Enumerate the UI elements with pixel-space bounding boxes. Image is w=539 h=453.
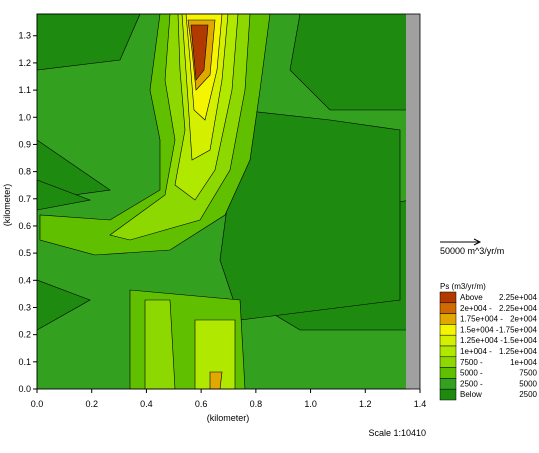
x-tick-label: 0.6 — [195, 399, 208, 409]
legend-to: 2e+004 — [510, 315, 537, 324]
y-tick-label: 1.1 — [18, 85, 31, 95]
y-axis-label: (kilometer) — [2, 184, 12, 227]
y-tick-label: 0.7 — [18, 194, 31, 204]
legend-from: 1.75e+004 - — [460, 315, 503, 324]
legend-swatch — [439, 302, 457, 314]
x-tick-label: 1.4 — [414, 399, 427, 409]
legend-from: 1e+004 - — [460, 347, 492, 356]
legend-to: 1.5e+004 — [503, 336, 537, 345]
legend-swatch — [439, 378, 457, 390]
legend-from: 2e+004 - — [460, 304, 492, 313]
legend-to: 5000 — [519, 379, 537, 388]
y-tick-label: 0.8 — [18, 167, 31, 177]
y-tick-label: 0.0 — [18, 384, 31, 394]
legend-title: Ps (m3/yr/m) — [440, 282, 486, 291]
legend: Above 2.25e+004 2e+004 - 2.25e+004 1.75e+004… — [439, 291, 538, 401]
legend-from: Below — [460, 390, 482, 399]
legend-to: 2.25e+004 — [499, 293, 538, 302]
y-tick-label: 1.0 — [18, 112, 31, 122]
y-tick-label: 0.6 — [18, 221, 31, 231]
legend-swatch — [439, 345, 457, 358]
vector-scale-arrowhead — [473, 238, 482, 246]
legend-swatch — [439, 313, 457, 325]
x-tick-label: 1.0 — [304, 399, 317, 409]
legend-swatch — [439, 367, 457, 379]
legend-from: 1.25e+004 - — [460, 336, 503, 345]
legend-from: 7500 - — [460, 358, 483, 367]
x-tick-label: 0.2 — [85, 399, 98, 409]
y-tick-label: 0.4 — [18, 275, 31, 285]
scale-label: Scale 1:10410 — [368, 428, 426, 438]
legend-from: 1.5e+004 - — [460, 325, 499, 334]
vector-scale-label: 50000 m^3/yr/m — [440, 246, 504, 256]
x-tick-label: 0.8 — [250, 399, 263, 409]
y-tick-label: 0.1 — [18, 357, 31, 367]
legend-from: 2500 - — [460, 379, 483, 388]
y-tick-label: 0.2 — [18, 330, 31, 340]
legend-swatch — [439, 324, 457, 336]
legend-to: 1.25e+004 — [499, 347, 538, 356]
legend-swatch — [439, 388, 457, 401]
y-tick-label: 0.3 — [18, 302, 31, 312]
legend-to: 2.25e+004 — [499, 304, 538, 313]
x-tick-label: 1.2 — [359, 399, 372, 409]
axes: 0.0 0.2 0.4 0.6 0.8 1.0 1.2 1.4 0.0 0.1 0.2 0.3 0.4 0… — [18, 31, 426, 409]
y-tick-label: 0.5 — [18, 248, 31, 258]
x-axis-label: (kilometer) — [207, 413, 250, 423]
legend-from: 5000 - — [460, 369, 483, 378]
legend-to: 2500 — [519, 390, 537, 399]
x-tick-label: 0.0 — [31, 399, 44, 409]
plot-frame — [36, 13, 421, 390]
legend-to: 1e+004 — [510, 358, 537, 367]
legend-to: 7500 — [519, 369, 537, 378]
legend-swatch — [439, 291, 457, 304]
y-tick-label: 1.2 — [18, 58, 31, 68]
y-tick-label: 0.9 — [18, 139, 31, 149]
contour-field — [36, 13, 420, 390]
y-tick-label: 1.3 — [18, 31, 31, 41]
x-tick-label: 0.4 — [140, 399, 153, 409]
legend-to: 1.75e+004 — [499, 325, 538, 334]
legend-swatch — [439, 356, 457, 368]
legend-swatch — [439, 334, 457, 347]
legend-from: Above — [460, 293, 483, 302]
